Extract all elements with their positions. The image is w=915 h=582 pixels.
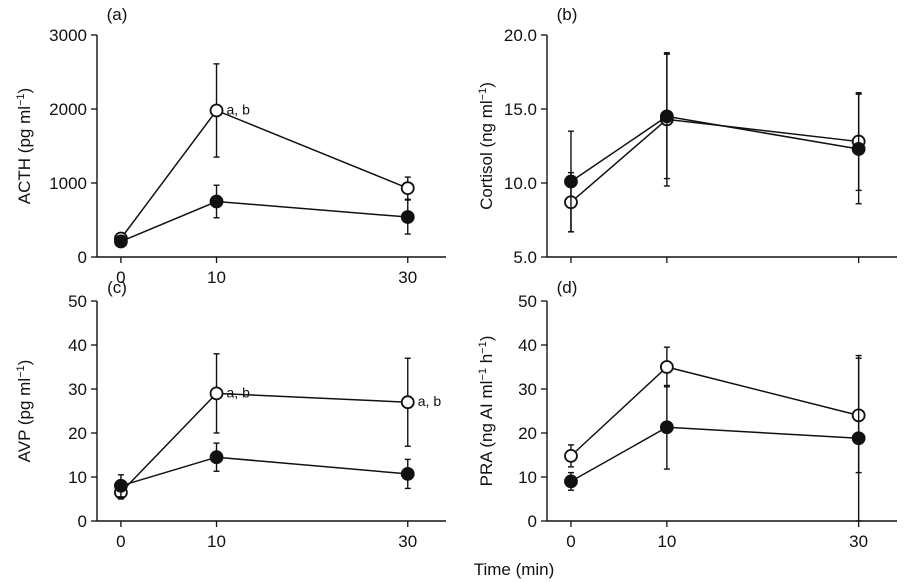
y-tick-label: 10.0	[504, 174, 537, 193]
y-tick-label: 10	[518, 468, 537, 487]
data-point	[400, 181, 415, 196]
y-tick-label: 40	[68, 336, 87, 355]
panel-b: 5.0 10.0 15.0 20.0 (b) Cortisol (ng ml−1)	[477, 5, 897, 267]
x-tick-label: 0	[566, 532, 575, 551]
series-line	[570, 366, 859, 457]
data-point	[659, 360, 674, 374]
y-tick-label: 20.0	[504, 26, 537, 45]
panel-label: (b)	[557, 5, 578, 24]
series-filled-circle	[114, 442, 415, 498]
data-point	[851, 431, 866, 446]
data-point	[209, 194, 224, 209]
x-tick-label: 10	[207, 532, 226, 551]
data-point	[114, 234, 128, 249]
series-filled-circle	[564, 354, 866, 522]
x-tick-label: 30	[398, 268, 417, 287]
series-line	[120, 200, 408, 243]
data-point	[564, 448, 578, 463]
series-line	[120, 392, 408, 493]
y-tick-label: 1000	[49, 174, 87, 193]
y-tick-label: 20	[518, 424, 537, 443]
series-open-circle	[564, 346, 866, 474]
x-tick-label: 0	[116, 268, 125, 287]
panel-d: 0 10 20 30 40 50 0 10 30 (d) PRA (ng AI ml−1 h−1)	[477, 278, 897, 551]
data-point	[400, 395, 415, 410]
y-tick-label: 0	[528, 512, 537, 531]
data-point	[209, 103, 224, 118]
y-tick-label: 30	[68, 380, 87, 399]
x-tick-label: 10	[657, 532, 676, 551]
data-point	[209, 450, 224, 465]
series-filled-circle	[114, 184, 415, 249]
series-line	[120, 456, 408, 487]
y-tick-label: 0	[78, 248, 87, 267]
data-point	[114, 478, 128, 493]
y-axis-label: ACTH (pg ml−1)	[15, 88, 34, 204]
significance-annotation: a, b	[418, 393, 442, 409]
y-axis-label: PRA (ng AI ml−1 h−1)	[477, 336, 496, 487]
data-point	[400, 210, 415, 224]
panel-label: (c)	[107, 278, 127, 297]
y-tick-label: 5.0	[513, 248, 537, 267]
panel-label: (a)	[107, 5, 128, 24]
series-line	[570, 426, 859, 483]
y-tick-label: 50	[68, 292, 87, 311]
series-line	[570, 115, 859, 183]
series-filled-circle	[564, 53, 866, 233]
y-tick-label: 2000	[49, 100, 87, 119]
x-tick-label: 0	[116, 532, 125, 551]
panel-a: 0 1000 2000 3000 0 10 30 (a) ACTH (pg ml−1) a, b	[15, 5, 446, 287]
y-tick-label: 3000	[49, 26, 87, 45]
data-point	[564, 174, 578, 189]
data-point	[400, 467, 415, 481]
panel-c: 0 10 20 30 40 50 0 10 30 (c) AVP (pg ml−1) a, b a, b	[15, 278, 446, 551]
series-open-circle	[114, 353, 415, 500]
panel-label: (d)	[557, 278, 578, 297]
x-tick-label: 30	[849, 532, 868, 551]
y-axis-label: AVP (pg ml−1)	[15, 360, 34, 463]
x-tick-label: 30	[398, 532, 417, 551]
data-point	[851, 142, 866, 156]
y-tick-label: 0	[78, 512, 87, 531]
y-tick-label: 15.0	[504, 100, 537, 119]
y-tick-label: 10	[68, 468, 87, 487]
y-tick-label: 50	[518, 292, 537, 311]
data-point	[564, 474, 578, 489]
series-line	[120, 109, 409, 239]
significance-annotation: a, b	[227, 101, 251, 117]
data-point	[209, 386, 224, 401]
y-axis-label: Cortisol (ng ml−1)	[477, 82, 496, 210]
x-axis-label: Time (min)	[474, 560, 555, 579]
significance-annotation: a, b	[227, 384, 251, 400]
y-tick-label: 20	[68, 424, 87, 443]
data-point	[659, 420, 674, 435]
data-point	[659, 109, 674, 124]
y-tick-label: 30	[518, 380, 537, 399]
series-line	[570, 118, 859, 203]
y-tick-label: 40	[518, 336, 537, 355]
series-open-circle	[114, 63, 415, 246]
x-tick-label: 10	[207, 268, 226, 287]
